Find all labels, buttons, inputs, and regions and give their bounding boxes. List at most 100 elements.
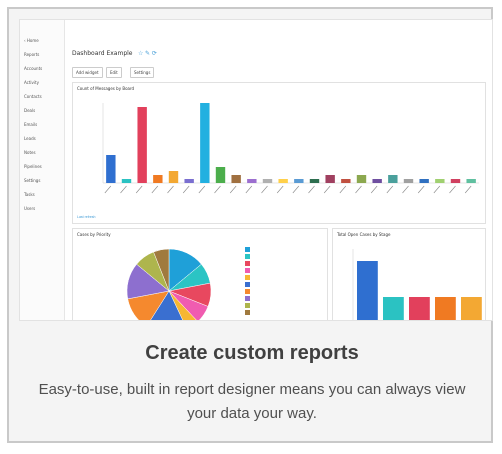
- x-tick-label: [292, 185, 300, 194]
- pie-chart: [126, 248, 212, 321]
- bar[interactable]: [262, 179, 273, 183]
- bar[interactable]: [435, 179, 445, 183]
- sidebar-item[interactable]: Users: [24, 206, 36, 211]
- dashboard-title: Dashboard Example: [72, 50, 133, 57]
- bar[interactable]: [168, 171, 179, 183]
- x-tick-label: [370, 185, 378, 194]
- sidebar-item[interactable]: Leads: [24, 136, 36, 141]
- last-refresh-link[interactable]: Last refresh: [77, 215, 96, 219]
- add-widget-button[interactable]: Add widget: [72, 67, 103, 78]
- legend-swatch: [245, 310, 250, 315]
- x-tick-label: [229, 185, 237, 194]
- caption-body: Easy-to-use, built in report designer me…: [38, 381, 466, 422]
- bar[interactable]: [419, 179, 429, 183]
- x-tick-label: [135, 185, 143, 194]
- pie-slice[interactable]: [153, 248, 170, 292]
- sidebar-item[interactable]: Activity: [24, 80, 39, 85]
- sidebar-item[interactable]: Deals: [24, 108, 36, 113]
- sidebar-item[interactable]: Notes: [24, 150, 36, 155]
- x-tick-label: [464, 185, 472, 194]
- pie-chart-title: Cases by Priority: [77, 232, 111, 237]
- legend-swatch: [245, 268, 250, 273]
- sidebar-item[interactable]: Tasks: [24, 192, 35, 197]
- legend-swatch: [245, 289, 250, 294]
- x-tick-label: [151, 185, 159, 194]
- bar-chart-title: Count of Messages by Board: [77, 86, 135, 91]
- x-tick-label: [355, 185, 362, 194]
- x-tick-label: [449, 185, 456, 194]
- settings-button[interactable]: Settings: [130, 67, 155, 78]
- bar[interactable]: [325, 175, 335, 183]
- bar[interactable]: [383, 297, 404, 321]
- bar[interactable]: [184, 179, 194, 183]
- x-tick-label: [276, 185, 284, 194]
- legend-swatch: [245, 275, 250, 280]
- sidebar-item[interactable]: ‹ Home: [24, 38, 39, 43]
- caption-title: Create custom reports: [145, 342, 359, 364]
- sidebar-item[interactable]: Accounts: [24, 66, 43, 71]
- x-tick-label: [323, 185, 331, 194]
- pie-legend: [245, 247, 325, 320]
- bar[interactable]: [309, 179, 320, 183]
- bar[interactable]: [450, 179, 461, 183]
- sidebar: ‹ Home Reports Accounts Activity Contacts Dea…: [20, 20, 65, 320]
- bar-chart-panel: Count of Messages by Board Last refresh: [72, 82, 486, 224]
- bar[interactable]: [356, 175, 367, 183]
- bar[interactable]: [466, 179, 476, 183]
- pie-slice[interactable]: [168, 290, 209, 321]
- bar[interactable]: [137, 107, 147, 183]
- stage-bar-chart: [352, 249, 482, 321]
- pie-chart-panel: Cases by Priority: [72, 228, 328, 321]
- x-tick-label: [104, 185, 112, 194]
- x-tick-label: [417, 185, 425, 194]
- bar[interactable]: [121, 179, 132, 183]
- stage-chart-panel: Total Open Cases by Stage: [332, 228, 486, 321]
- x-tick-label: [167, 185, 174, 194]
- bar[interactable]: [106, 155, 116, 183]
- sidebar-item[interactable]: Emails: [24, 122, 38, 127]
- feature-card: ‹ Home Reports Accounts Activity Contacts Dea…: [7, 7, 493, 443]
- stage-chart-title: Total Open Cases by Stage: [337, 232, 391, 237]
- bar[interactable]: [435, 297, 456, 321]
- x-tick-label: [120, 185, 127, 194]
- sidebar-item[interactable]: Settings: [24, 178, 41, 183]
- sidebar-item[interactable]: Pipelines: [24, 164, 42, 169]
- bar[interactable]: [200, 103, 210, 183]
- x-tick-label: [214, 185, 221, 194]
- legend-swatch: [245, 303, 250, 308]
- bar[interactable]: [403, 179, 414, 183]
- pie-slice[interactable]: [146, 290, 186, 321]
- bar[interactable]: [357, 261, 378, 321]
- x-tick-label: [402, 185, 409, 194]
- dashboard-screenshot: ‹ Home Reports Accounts Activity Contacts Dea…: [19, 19, 493, 321]
- title-icons[interactable]: ☆ ✎ ⟳: [138, 51, 157, 57]
- bar-chart: [102, 103, 479, 194]
- bar[interactable]: [247, 179, 257, 183]
- edit-button[interactable]: Edit: [106, 67, 122, 78]
- bar[interactable]: [409, 297, 430, 321]
- x-tick-label: [386, 185, 394, 194]
- bar[interactable]: [372, 179, 382, 183]
- bar[interactable]: [215, 167, 226, 183]
- legend-swatch: [245, 247, 250, 252]
- sidebar-item[interactable]: Reports: [24, 52, 40, 57]
- bar[interactable]: [278, 179, 288, 183]
- sidebar-item[interactable]: Contacts: [24, 94, 42, 99]
- pie-slice[interactable]: [168, 290, 198, 321]
- legend-swatch: [245, 282, 250, 287]
- legend-swatch: [245, 254, 250, 259]
- bar[interactable]: [341, 179, 351, 183]
- x-tick-label: [198, 185, 206, 194]
- x-tick-label: [245, 185, 253, 194]
- bar[interactable]: [294, 179, 304, 183]
- bar[interactable]: [153, 175, 163, 183]
- bar[interactable]: [461, 297, 482, 321]
- x-tick-label: [339, 185, 347, 194]
- legend-swatch: [245, 296, 250, 301]
- bar[interactable]: [231, 175, 241, 183]
- bar[interactable]: [388, 175, 398, 183]
- x-tick-label: [308, 185, 315, 194]
- x-tick-label: [261, 185, 268, 194]
- legend-swatch: [245, 261, 250, 266]
- x-tick-label: [182, 185, 190, 194]
